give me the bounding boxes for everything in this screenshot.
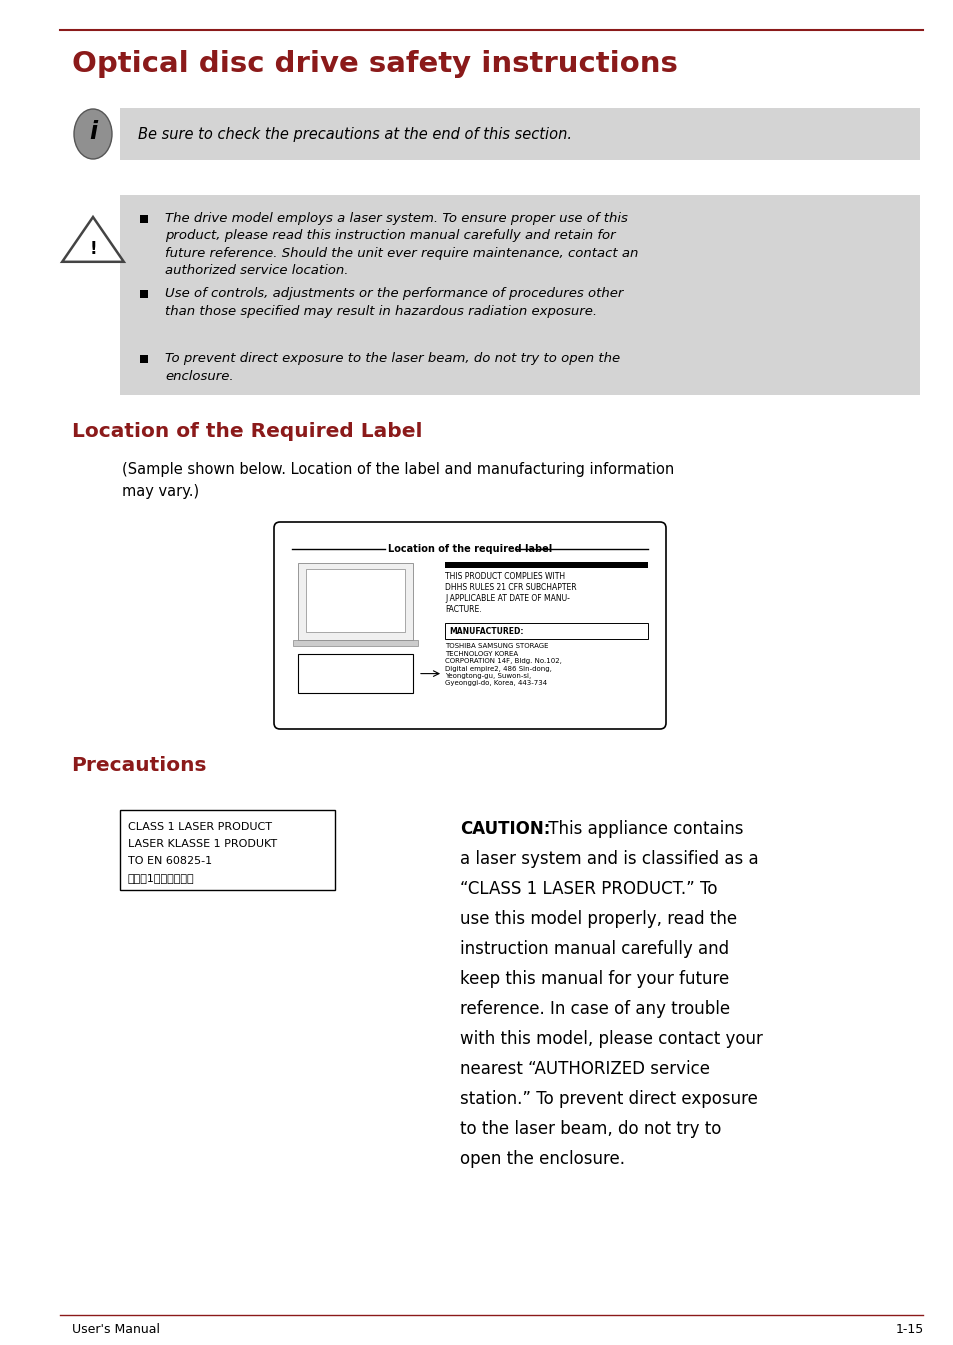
Text: !: ! [89,239,96,258]
Ellipse shape [74,109,112,159]
Text: TOSHIBA SAMSUNG STORAGE
TECHNOLOGY KOREA
CORPORATION 14F, Bldg. No.102,
Digital : TOSHIBA SAMSUNG STORAGE TECHNOLOGY KOREA… [444,643,561,686]
Text: Location of the required label: Location of the required label [388,543,552,554]
Text: a laser system and is classified as a: a laser system and is classified as a [459,850,758,868]
Text: (Sample shown below. Location of the label and manufacturing information
may var: (Sample shown below. Location of the lab… [121,461,673,499]
Bar [120,810,335,890]
Text: The drive model employs a laser system. To ensure proper use of this
product, pl: The drive model employs a laser system. … [165,213,638,277]
Polygon shape [62,217,124,262]
FancyBboxPatch shape [274,522,665,729]
Text: User's Manual: User's Manual [71,1323,159,1336]
Bar [140,215,148,223]
Text: Be sure to check the precautions at the end of this section.: Be sure to check the precautions at the … [138,126,572,141]
Text: LASER KLASSE 1 PRODUKT: LASER KLASSE 1 PRODUKT [128,839,276,849]
Text: MANUFACTURED:: MANUFACTURED: [449,627,523,635]
Text: instruction manual carefully and: instruction manual carefully and [459,940,728,958]
Text: 1-15: 1-15 [894,1323,923,1336]
Bar [444,623,647,639]
Text: Location of the Required Label: Location of the Required Label [71,422,421,441]
Text: station.” To prevent direct exposure: station.” To prevent direct exposure [459,1089,757,1108]
Text: nearest “AUTHORIZED service: nearest “AUTHORIZED service [459,1060,709,1077]
Text: reference. In case of any trouble: reference. In case of any trouble [459,999,729,1018]
Text: Precautions: Precautions [71,756,207,775]
Text: TO EN 60825-1: TO EN 60825-1 [128,855,212,866]
Bar [120,195,919,395]
Text: THIS PRODUCT COMPLIES WITH
DHHS RULES 21 CFR SUBCHAPTER
J APPLICABLE AT DATE OF : THIS PRODUCT COMPLIES WITH DHHS RULES 21… [444,572,576,615]
Text: to the laser beam, do not try to: to the laser beam, do not try to [459,1120,720,1138]
Text: To prevent direct exposure to the laser beam, do not try to open the
enclosure.: To prevent direct exposure to the laser … [165,352,619,382]
Bar [306,569,405,632]
Bar [444,562,647,568]
Text: クラス1レーザー製品: クラス1レーザー製品 [128,873,194,884]
Bar [297,564,413,640]
Bar [120,108,919,160]
Text: “CLASS 1 LASER PRODUCT.” To: “CLASS 1 LASER PRODUCT.” To [459,880,717,898]
Text: use this model properly, read the: use this model properly, read the [459,911,737,928]
Text: open the enclosure.: open the enclosure. [459,1150,624,1167]
Bar [140,291,148,299]
Text: CAUTION:: CAUTION: [459,820,550,838]
Text: keep this manual for your future: keep this manual for your future [459,970,728,989]
Text: Use of controls, adjustments or the performance of procedures other
than those s: Use of controls, adjustments or the perf… [165,286,622,317]
Bar [140,355,148,363]
Text: i: i [89,120,97,144]
Text: CLASS 1 LASER PRODUCT: CLASS 1 LASER PRODUCT [128,822,272,833]
Bar [297,654,413,693]
Text: This appliance contains: This appliance contains [542,820,742,838]
Bar [293,640,417,646]
Text: Optical disc drive safety instructions: Optical disc drive safety instructions [71,50,677,78]
Text: with this model, please contact your: with this model, please contact your [459,1030,762,1048]
